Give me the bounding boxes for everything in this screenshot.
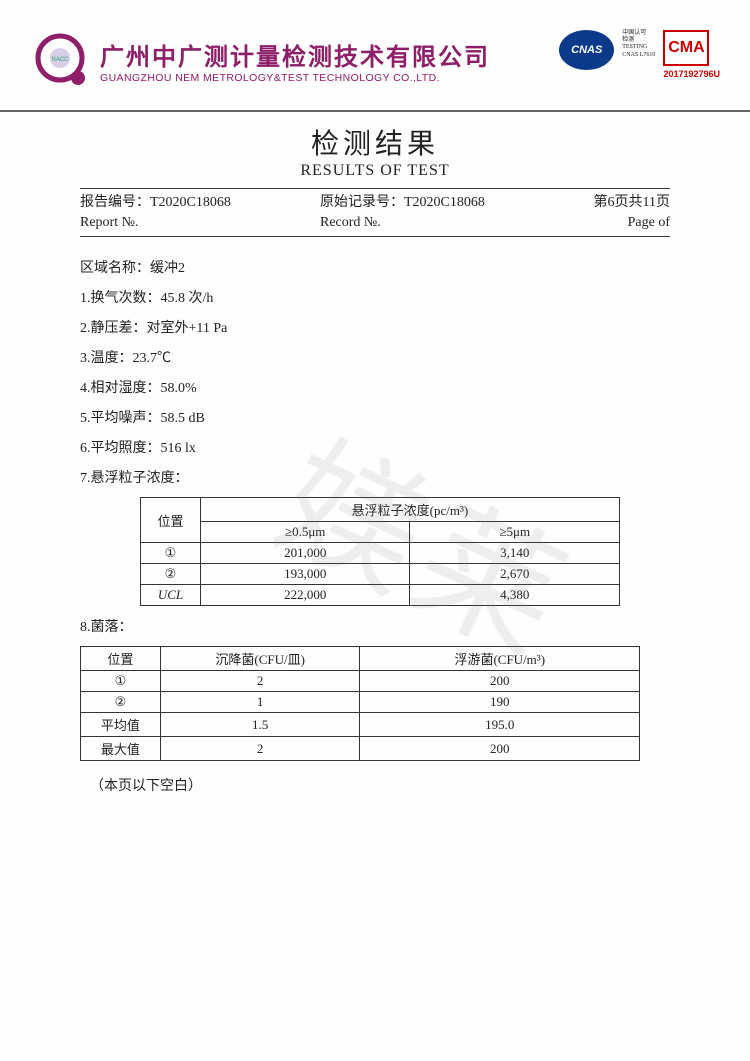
company-logo-icon: NACC bbox=[30, 30, 90, 90]
area-line: 区域名称：缓冲2 bbox=[80, 257, 670, 277]
cell: 2 bbox=[160, 671, 360, 692]
record-no-label: 原始记录号： bbox=[320, 195, 404, 210]
report-info-bar: 报告编号：T2020C18068 Report №. 原始记录号：T2020C1… bbox=[80, 188, 670, 237]
param-value: 58.5 dB bbox=[161, 411, 205, 426]
cell: 193,000 bbox=[200, 564, 410, 585]
cell: 平均值 bbox=[81, 713, 161, 737]
cell: 1 bbox=[160, 692, 360, 713]
pos-header: 位置 bbox=[81, 647, 161, 671]
cnas-line: CNAS L7610 bbox=[622, 52, 655, 59]
param-label: 1.换气次数： bbox=[80, 291, 161, 306]
area-label: 区域名称： bbox=[80, 261, 150, 276]
param-line: 3.温度：23.7℃ bbox=[80, 347, 670, 367]
cell: 200 bbox=[360, 737, 640, 761]
param-label: 3.温度： bbox=[80, 351, 133, 366]
cell: 4,380 bbox=[410, 585, 620, 606]
param-label: 5.平均噪声： bbox=[80, 411, 161, 426]
section-7-label: 7.悬浮粒子浓度： bbox=[80, 467, 670, 487]
param-value: 45.8 次/h bbox=[161, 291, 214, 306]
param-value: 516 lx bbox=[161, 441, 196, 456]
svg-text:NACC: NACC bbox=[51, 57, 69, 63]
table-row: 最大值2200 bbox=[81, 737, 640, 761]
cell: ① bbox=[141, 543, 201, 564]
param-label: 6.平均照度： bbox=[80, 441, 161, 456]
cell: 195.0 bbox=[360, 713, 640, 737]
section-8-label: 8.菌落： bbox=[80, 616, 670, 636]
table-row: ①2200 bbox=[81, 671, 640, 692]
company-name-cn: 广州中广测计量检测技术有限公司 bbox=[100, 37, 490, 72]
param-label: 4.相对湿度： bbox=[80, 381, 161, 396]
cnas-badge-icon: CNAS bbox=[559, 30, 614, 70]
company-name-en: GUANGZHOU NEM METROLOGY&TEST TECHNOLOGY … bbox=[100, 72, 490, 84]
report-no-label-en: Report №. bbox=[80, 213, 320, 233]
document-title: 检测结果 RESULTS OF TEST bbox=[0, 122, 750, 180]
param-line: 1.换气次数：45.8 次/h bbox=[80, 287, 670, 307]
param-line: 6.平均照度：516 lx bbox=[80, 437, 670, 457]
particle-table: 位置 悬浮粒子浓度(pc/m³) ≥0.5μm ≥5μm ①201,0003,1… bbox=[140, 497, 620, 606]
cell: 3,140 bbox=[410, 543, 620, 564]
particle-header: 悬浮粒子浓度(pc/m³) bbox=[200, 498, 619, 522]
col-5um: ≥5μm bbox=[410, 522, 620, 543]
cell: ② bbox=[141, 564, 201, 585]
table-row: UCL222,0004,380 bbox=[141, 585, 620, 606]
table-row: ②1190 bbox=[81, 692, 640, 713]
cnas-line: 检测 bbox=[622, 37, 655, 44]
record-no-label-en: Record №. bbox=[320, 213, 560, 233]
param-label: 2.静压差： bbox=[80, 321, 147, 336]
cell: 201,000 bbox=[200, 543, 410, 564]
page-header: NACC 广州中广测计量检测技术有限公司 GUANGZHOU NEM METRO… bbox=[0, 0, 750, 112]
cnas-text: 中国认可 检测 TESTING CNAS L7610 bbox=[622, 30, 655, 59]
col-05um: ≥0.5μm bbox=[200, 522, 410, 543]
cell: 1.5 bbox=[160, 713, 360, 737]
report-no: T2020C18068 bbox=[150, 195, 231, 210]
cnas-line: TESTING bbox=[622, 44, 655, 51]
report-no-label: 报告编号： bbox=[80, 195, 150, 210]
table-row: ②193,0002,670 bbox=[141, 564, 620, 585]
cell: UCL bbox=[141, 585, 201, 606]
cell: ② bbox=[81, 692, 161, 713]
cma-badge: CMA 2017192796U bbox=[663, 30, 720, 79]
blank-below-note: （本页以下空白） bbox=[90, 775, 670, 795]
param-line: 4.相对湿度：58.0% bbox=[80, 377, 670, 397]
area-value: 缓冲2 bbox=[150, 261, 185, 276]
table-row: ①201,0003,140 bbox=[141, 543, 620, 564]
param-line: 5.平均噪声：58.5 dB bbox=[80, 407, 670, 427]
param-line: 2.静压差：对室外+11 Pa bbox=[80, 317, 670, 337]
content-body: 区域名称：缓冲2 1.换气次数：45.8 次/h 2.静压差：对室外+11 Pa 3… bbox=[0, 237, 750, 795]
cell: 190 bbox=[360, 692, 640, 713]
param-value: 对室外+11 Pa bbox=[147, 321, 228, 336]
col-airborne: 浮游菌(CFU/m³) bbox=[360, 647, 640, 671]
cell: 最大值 bbox=[81, 737, 161, 761]
cell: 2 bbox=[160, 737, 360, 761]
cma-number: 2017192796U bbox=[663, 69, 720, 79]
cell: 200 bbox=[360, 671, 640, 692]
col-settle: 沉降菌(CFU/皿) bbox=[160, 647, 360, 671]
bacteria-table: 位置 沉降菌(CFU/皿) 浮游菌(CFU/m³) ①2200②1190平均值1… bbox=[80, 646, 640, 761]
cell: 222,000 bbox=[200, 585, 410, 606]
param-value: 23.7℃ bbox=[133, 351, 172, 366]
title-cn: 检测结果 bbox=[0, 122, 750, 162]
table-row: 平均值1.5195.0 bbox=[81, 713, 640, 737]
param-value: 58.0% bbox=[161, 381, 197, 396]
page-number-cn: 第6页共11页 bbox=[560, 193, 670, 213]
pos-header: 位置 bbox=[141, 498, 201, 543]
cma-badge-icon: CMA bbox=[663, 30, 709, 66]
page-number-en: Page of bbox=[560, 213, 670, 233]
cell: ① bbox=[81, 671, 161, 692]
record-no: T2020C18068 bbox=[404, 195, 485, 210]
cell: 2,670 bbox=[410, 564, 620, 585]
title-en: RESULTS OF TEST bbox=[0, 162, 750, 180]
